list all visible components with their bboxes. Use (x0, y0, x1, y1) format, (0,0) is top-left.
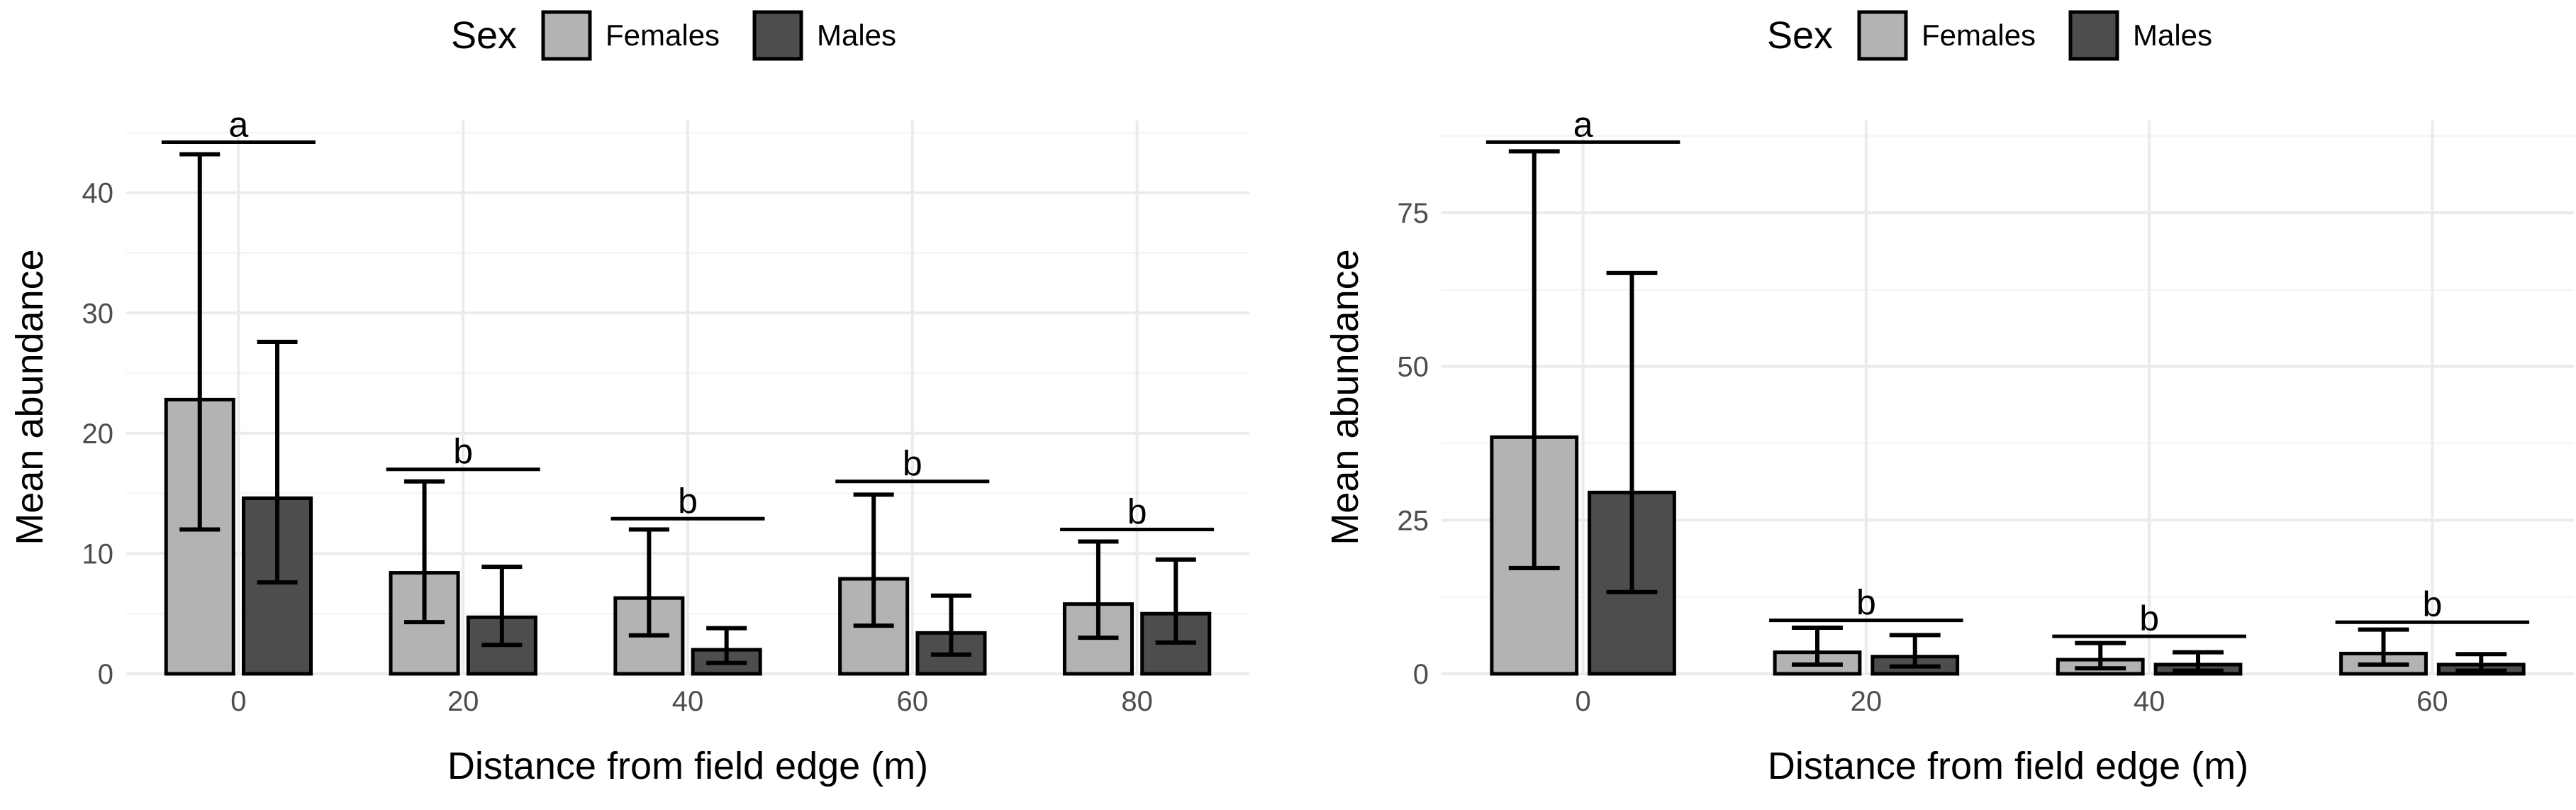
significance-label: a (228, 105, 248, 145)
significance-label: b (1856, 583, 1876, 623)
error-bar-males (1155, 557, 1196, 645)
legend-label-females: Females (1922, 18, 2036, 52)
error-bar-females (404, 479, 445, 625)
error-bar-females (2358, 627, 2409, 667)
y-tick-label: 40 (82, 178, 114, 209)
y-tick-label: 75 (1398, 198, 1429, 229)
error-bar-males (2173, 650, 2224, 673)
significance-label: b (903, 444, 922, 484)
legend-title: Sex (451, 14, 517, 57)
legend-label-males: Males (817, 18, 896, 52)
x-tick-label: 40 (672, 686, 704, 717)
y-tick-label: 20 (82, 418, 114, 450)
legend-swatch-males (752, 10, 803, 61)
error-bar-females (1792, 626, 1843, 667)
error-bar-males (2455, 652, 2507, 673)
significance-label: b (2139, 599, 2159, 638)
y-tick-label: 10 (82, 538, 114, 570)
y-axis-title: Mean abundance (1324, 249, 1366, 545)
y-tick-label: 50 (1398, 352, 1429, 383)
x-tick-label: 60 (897, 686, 929, 717)
error-bar-females (1508, 149, 1560, 570)
significance-label: b (1127, 492, 1147, 532)
legend-swatch-females (541, 10, 592, 61)
x-axis-title: Distance from field edge (m) (447, 745, 928, 787)
significance-label: b (2422, 584, 2442, 624)
x-tick-label: 0 (230, 686, 246, 717)
y-tick-label: 25 (1398, 505, 1429, 536)
legend-label-males: Males (2133, 18, 2212, 52)
error-bar-males (481, 565, 523, 648)
legend-swatch-females (1857, 10, 1908, 61)
x-tick-label: 20 (1851, 686, 1883, 717)
error-bar-females (628, 527, 669, 638)
chart-panel-right: 0 25 50 75 0 20 40 60 a b b b Distance from field ed… (1324, 10, 2574, 787)
legend-swatch-males (2068, 10, 2119, 61)
x-tick-label: 40 (2134, 686, 2165, 717)
x-tick-label: 20 (447, 686, 479, 717)
legend-title: Sex (1767, 14, 1833, 57)
error-bar-males (930, 593, 971, 657)
y-tick-label: 30 (82, 298, 114, 329)
error-bar-males (706, 626, 747, 665)
error-bar-females (1078, 539, 1119, 640)
y-axis-title: Mean abundance (9, 249, 51, 545)
x-tick-label: 60 (2416, 686, 2448, 717)
y-tick-label: 0 (1413, 659, 1429, 690)
error-bar-males (1606, 270, 1658, 594)
error-bar-females (2075, 640, 2126, 671)
significance-label: b (453, 432, 473, 472)
error-bar-males (257, 340, 298, 585)
legend: Sex Females Males (1767, 10, 2212, 61)
error-bar-females (853, 492, 894, 628)
legend: Sex Females Males (451, 10, 896, 61)
error-bar-males (1889, 633, 1941, 669)
y-tick-label: 0 (98, 659, 113, 690)
error-bar-females (179, 152, 221, 532)
significance-label: a (1573, 104, 1593, 144)
significance-label: b (678, 481, 698, 521)
legend-label-females: Females (606, 18, 720, 52)
chart-panel-left: 0 10 20 30 40 0 20 40 60 80 a b b b b Distance from fie… (9, 10, 1249, 787)
x-axis-title: Distance from field edge (m) (1768, 745, 2248, 787)
x-tick-label: 0 (1576, 686, 1591, 717)
x-tick-label: 80 (1121, 686, 1153, 717)
